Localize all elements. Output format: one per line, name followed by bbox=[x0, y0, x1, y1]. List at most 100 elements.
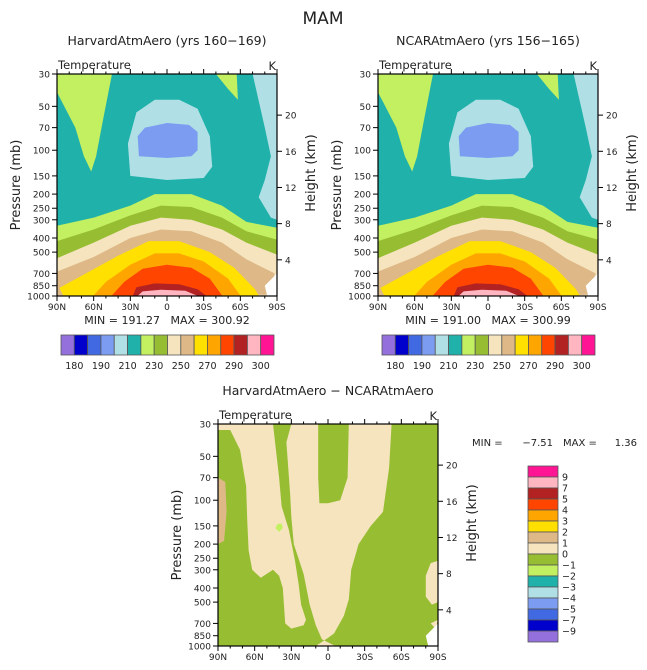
y-right-tick-label: 20 bbox=[446, 462, 458, 472]
x-tick-label: 90N bbox=[48, 303, 66, 313]
colorbar-swatch bbox=[527, 575, 559, 588]
page-title: MAM bbox=[303, 9, 344, 29]
colorbar-label: 2 bbox=[562, 528, 568, 539]
y-tick-label: 400 bbox=[354, 234, 371, 244]
colorbar-swatch bbox=[246, 334, 262, 356]
colorbar-label: 210 bbox=[439, 361, 457, 372]
colorbar-swatch bbox=[233, 334, 248, 356]
colorbar-label: 3 bbox=[562, 517, 568, 528]
contour-band-230-240-nh bbox=[57, 74, 112, 172]
colorbar-swatch bbox=[260, 334, 275, 356]
panel-title: HarvardAtmAero − NCARAtmAero bbox=[222, 383, 433, 398]
y-tick-label: 500 bbox=[33, 249, 50, 259]
x-tick-label: 90S bbox=[589, 303, 606, 313]
x-tick-label: 90N bbox=[209, 653, 227, 663]
missing-data-region bbox=[425, 623, 438, 646]
contour-band-230-240-sh bbox=[536, 74, 559, 100]
y-tick-label: 300 bbox=[33, 216, 50, 226]
colorbar-swatch bbox=[448, 334, 463, 356]
colorbar-label: 190 bbox=[92, 361, 110, 372]
colorbar-swatch bbox=[488, 334, 503, 356]
contour-fill-group bbox=[57, 74, 277, 296]
x-tick-label: 30N bbox=[282, 653, 300, 663]
colorbar-swatch bbox=[381, 334, 396, 356]
x-tick-label: 30N bbox=[121, 303, 139, 313]
left-string: Temperature bbox=[378, 58, 452, 72]
y-tick-label: 400 bbox=[33, 234, 50, 244]
y-right-tick-label: 20 bbox=[606, 112, 618, 122]
colorbar-label: 9 bbox=[562, 473, 568, 484]
min-value: −7.51 bbox=[522, 438, 553, 449]
y-tick-label: 300 bbox=[194, 566, 211, 576]
colorbar-swatch bbox=[461, 334, 476, 356]
y-tick-label: 150 bbox=[354, 172, 371, 182]
y-tick-label: 70 bbox=[360, 124, 372, 134]
missing-data-region bbox=[585, 273, 598, 296]
colorbar-swatch bbox=[527, 531, 559, 544]
colorbar-swatch bbox=[408, 334, 423, 356]
x-tick-label: 60S bbox=[553, 303, 570, 313]
colorbar-swatch bbox=[581, 334, 596, 356]
colorbar-swatch bbox=[527, 542, 559, 555]
contour-band-minus1-0-sh bbox=[425, 560, 438, 605]
y-right-tick-label: 12 bbox=[446, 534, 457, 544]
colorbar-swatch bbox=[514, 334, 529, 356]
y-axis-label: Pressure (mb) bbox=[170, 490, 185, 581]
colorbar-swatch bbox=[527, 564, 559, 577]
contour-band-190-210 bbox=[137, 123, 198, 158]
colorbar-swatch bbox=[421, 334, 436, 356]
colorbar-swatch bbox=[527, 476, 559, 489]
colorbar-label: −2 bbox=[562, 572, 576, 583]
y-tick-label: 250 bbox=[194, 555, 211, 565]
y-tick-label: 150 bbox=[194, 522, 211, 532]
colorbar-label: 270 bbox=[198, 361, 216, 372]
y-tick-label: 700 bbox=[33, 270, 50, 280]
colorbar-label: −3 bbox=[562, 583, 576, 594]
colorbar-swatch bbox=[527, 465, 559, 478]
contour-band-190-210 bbox=[458, 123, 519, 158]
x-tick-label: 30N bbox=[442, 303, 460, 313]
y-right-tick-label: 4 bbox=[606, 256, 612, 266]
min-max-stats: MIN = 191.00 MAX = 300.99 bbox=[405, 314, 570, 327]
x-tick-label: 30S bbox=[356, 653, 373, 663]
colorbar-swatch bbox=[527, 498, 559, 511]
colorbar-swatch bbox=[527, 586, 559, 599]
colorbar-swatch bbox=[140, 334, 155, 356]
colorbar-label: −5 bbox=[562, 605, 576, 616]
colorbar-swatch bbox=[73, 334, 89, 356]
contour-fill-group bbox=[378, 74, 598, 296]
colorbar-swatch bbox=[527, 553, 559, 566]
y-right-tick-label: 16 bbox=[285, 148, 297, 158]
y-tick-label: 30 bbox=[39, 71, 51, 81]
x-tick-label: 60S bbox=[393, 653, 410, 663]
y-tick-label: 850 bbox=[33, 282, 50, 292]
contour-band-230-240-nh bbox=[378, 74, 433, 172]
contour-band-minus2-minus1 bbox=[218, 477, 227, 545]
y-tick-label: 500 bbox=[194, 599, 211, 609]
y-right-tick-label: 12 bbox=[606, 184, 617, 194]
y-tick-label: 700 bbox=[354, 270, 371, 280]
y-right-axis-label: Height (km) bbox=[304, 134, 319, 211]
colorbar-label: 0 bbox=[562, 550, 568, 561]
x-tick-label: 90S bbox=[429, 653, 446, 663]
y-tick-label: 850 bbox=[354, 282, 371, 292]
colorbar-swatch bbox=[554, 334, 569, 356]
contour-fill-group bbox=[218, 424, 438, 646]
y-tick-label: 70 bbox=[200, 474, 212, 484]
y-right-tick-label: 12 bbox=[285, 184, 296, 194]
colorbar-swatch bbox=[127, 334, 142, 356]
colorbar: 180 190 210 230 250 270 290 300 bbox=[60, 334, 275, 372]
min-label: MIN = bbox=[472, 438, 503, 449]
y-tick-label: 700 bbox=[194, 620, 211, 630]
contour-panel-1: HarvardAtmAero (yrs 160−169) Temperature K… bbox=[9, 33, 319, 372]
min-max-stats: MIN = 191.27 MAX = 300.92 bbox=[84, 314, 249, 327]
y-tick-label: 30 bbox=[200, 421, 212, 431]
colorbar-swatch bbox=[434, 334, 449, 356]
y-right-axis-label: Height (km) bbox=[625, 134, 640, 211]
right-string: K bbox=[429, 409, 437, 423]
panel-title: HarvardAtmAero (yrs 160−169) bbox=[68, 33, 267, 48]
right-string: K bbox=[589, 59, 597, 73]
colorbar-swatch bbox=[527, 487, 559, 500]
y-tick-label: 200 bbox=[354, 191, 371, 201]
